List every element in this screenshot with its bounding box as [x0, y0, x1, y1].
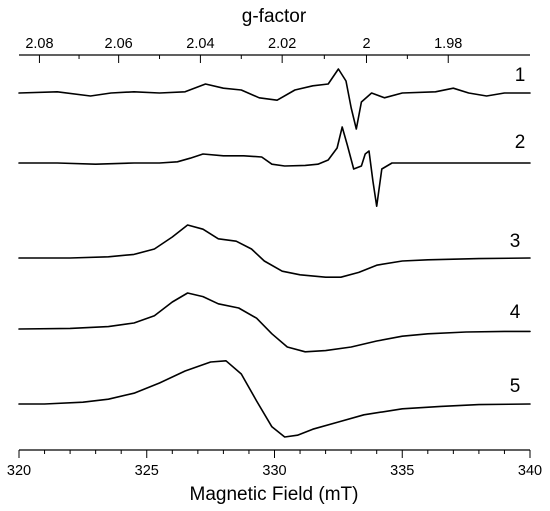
bottom-axis-title: Magnetic Field (mT) — [190, 484, 359, 505]
bottom-tick-label: 340 — [518, 463, 542, 479]
top-tick-label: 1.98 — [434, 36, 462, 52]
trace-1 — [18, 68, 531, 130]
trace-4 — [18, 292, 531, 353]
top-axis-title: g-factor — [242, 6, 307, 27]
trace-2 — [18, 126, 531, 207]
trace-label-3: 3 — [510, 231, 521, 252]
trace-label-1: 1 — [515, 65, 526, 86]
top-tick-label: 2.04 — [186, 36, 214, 52]
trace-3 — [18, 224, 531, 278]
top-ticks: 2.08 2.06 2.04 2.02 2 1.98 — [25, 36, 462, 63]
trace-5 — [18, 360, 531, 438]
bottom-tick-label: 335 — [390, 463, 414, 479]
top-tick-label: 2.06 — [105, 36, 133, 52]
trace-label-2: 2 — [515, 132, 526, 153]
traces: 1 2 3 4 5 — [18, 65, 531, 438]
trace-label-4: 4 — [510, 302, 521, 323]
top-tick-label: 2.02 — [268, 36, 296, 52]
bottom-tick-label: 325 — [135, 463, 159, 479]
bottom-tick-label: 330 — [262, 463, 286, 479]
top-tick-label: 2.08 — [25, 36, 53, 52]
bottom-tick-label: 320 — [7, 463, 31, 479]
trace-label-5: 5 — [510, 376, 521, 397]
bottom-ticks: 320 325 330 335 340 — [7, 450, 542, 479]
top-tick-label: 2 — [362, 36, 370, 52]
